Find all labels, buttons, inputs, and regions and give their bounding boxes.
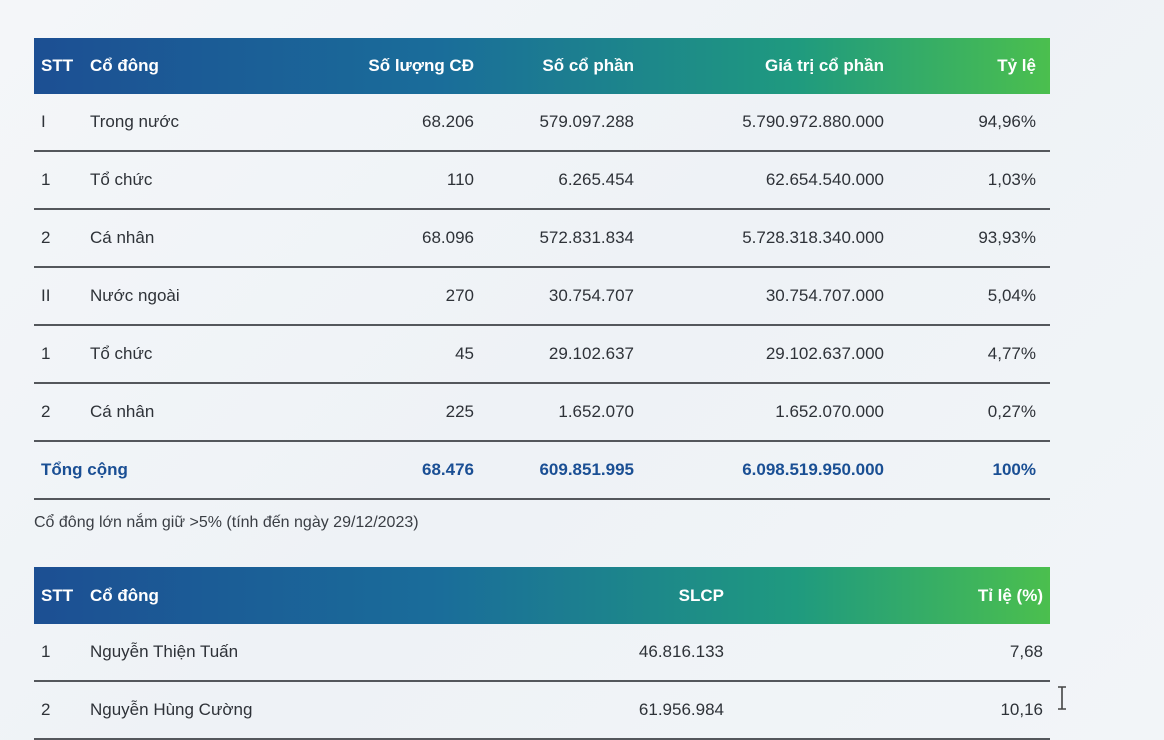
table-row: 2 Cá nhân 225 1.652.070 1.652.070.000 0,… <box>34 384 1050 442</box>
row-shareholder: Trong nước <box>90 112 179 131</box>
row-ratio-percent: 7,68 <box>1009 642 1043 661</box>
row-share-count: 579.097.288 <box>539 112 634 131</box>
row-shareholder: Cá nhân <box>90 228 155 247</box>
row-ratio: 5,04% <box>987 286 1036 305</box>
row-slcp: 61.956.984 <box>638 700 724 719</box>
row-ratio: 0,27% <box>987 402 1036 421</box>
row-shareholder: Cá nhân <box>90 402 155 421</box>
table-row: 1 Tổ chức 45 29.102.637 29.102.637.000 4… <box>34 326 1050 384</box>
total-shareholder-count: 68.476 <box>422 460 474 479</box>
row-shareholder-count: 270 <box>445 286 474 305</box>
shareholder-structure-table: STT Cổ đông Số lượng CĐ Số cổ phần Giá t… <box>34 38 1050 500</box>
header-share-count: Số cổ phần <box>542 56 634 75</box>
row-ratio: 1,03% <box>987 170 1036 189</box>
row-shareholder: Tổ chức <box>90 170 153 189</box>
row-ratio: 94,96% <box>978 112 1036 131</box>
row-share-count: 572.831.834 <box>539 228 634 247</box>
row-stt: 1 <box>41 344 51 363</box>
row-stt: 2 <box>41 228 51 247</box>
major-shareholders-table: STT Cổ đông SLCP Tỉ lệ (%) 1 Nguyễn Thiệ… <box>34 567 1050 740</box>
row-share-value: 30.754.707.000 <box>765 286 884 305</box>
row-shareholder: Nước ngoài <box>90 286 180 305</box>
row-shareholder: Nguyễn Hùng Cường <box>90 700 253 719</box>
row-shareholder-count: 45 <box>455 344 474 363</box>
row-share-count: 6.265.454 <box>558 170 634 189</box>
table-row: 2 Nguyễn Hùng Cường 61.956.984 10,16 <box>34 682 1050 740</box>
text-cursor-icon <box>1058 686 1066 710</box>
total-share-value: 6.098.519.950.000 <box>742 460 884 479</box>
table-row: 2 Cá nhân 68.096 572.831.834 5.728.318.3… <box>34 210 1050 268</box>
total-label: Tổng cộng <box>41 460 128 479</box>
header-shareholder: Cổ đông <box>90 56 159 75</box>
row-shareholder-count: 110 <box>446 170 474 189</box>
row-ratio: 93,93% <box>978 228 1036 247</box>
row-stt: I <box>41 112 46 131</box>
total-ratio: 100% <box>992 460 1036 479</box>
row-stt: 1 <box>41 170 51 189</box>
row-stt: 2 <box>41 402 51 421</box>
header-slcp: SLCP <box>678 585 724 605</box>
table-row: 1 Tổ chức 110 6.265.454 62.654.540.000 1… <box>34 152 1050 210</box>
header-ratio-percent: Tỉ lệ (%) <box>977 585 1043 605</box>
row-shareholder: Tổ chức <box>90 344 153 363</box>
row-share-count: 30.754.707 <box>548 286 634 305</box>
table-header: STT Cổ đông SLCP Tỉ lệ (%) <box>34 567 1050 624</box>
row-share-value: 62.654.540.000 <box>765 170 884 189</box>
header-share-value: Giá trị cổ phần <box>764 56 884 75</box>
row-share-value: 29.102.637.000 <box>765 344 884 363</box>
table-row: I Trong nước 68.206 579.097.288 5.790.97… <box>34 94 1050 152</box>
row-slcp: 46.816.133 <box>638 642 724 661</box>
table-row: 1 Nguyễn Thiện Tuấn 46.816.133 7,68 <box>34 624 1050 682</box>
row-ratio-percent: 10,16 <box>1000 700 1043 719</box>
total-share-count: 609.851.995 <box>539 460 634 479</box>
header-stt: STT <box>41 585 74 605</box>
major-shareholders-note: Cổ đông lớn nắm giữ >5% (tính đến ngày 2… <box>34 514 419 531</box>
header-ratio: Tỷ lệ <box>997 56 1036 75</box>
row-shareholder-count: 225 <box>445 402 474 421</box>
row-stt: 1 <box>41 642 51 661</box>
row-stt: 2 <box>41 700 51 719</box>
header-shareholder: Cổ đông <box>90 585 159 605</box>
row-share-count: 29.102.637 <box>548 344 634 363</box>
table-row: II Nước ngoài 270 30.754.707 30.754.707.… <box>34 268 1050 326</box>
total-row: Tổng cộng 68.476 609.851.995 6.098.519.9… <box>34 442 1050 500</box>
header-stt: STT <box>41 56 74 75</box>
row-share-value: 5.728.318.340.000 <box>742 228 884 247</box>
row-shareholder-count: 68.096 <box>422 228 474 247</box>
row-share-value: 5.790.972.880.000 <box>742 112 884 131</box>
row-share-count: 1.652.070 <box>558 402 634 421</box>
row-shareholder-count: 68.206 <box>422 112 474 131</box>
row-stt: II <box>41 286 51 305</box>
table-header: STT Cổ đông Số lượng CĐ Số cổ phần Giá t… <box>34 38 1050 94</box>
header-shareholder-count: Số lượng CĐ <box>368 56 474 75</box>
row-ratio: 4,77% <box>987 344 1036 363</box>
row-share-value: 1.652.070.000 <box>775 402 884 421</box>
row-shareholder: Nguyễn Thiện Tuấn <box>90 642 239 661</box>
